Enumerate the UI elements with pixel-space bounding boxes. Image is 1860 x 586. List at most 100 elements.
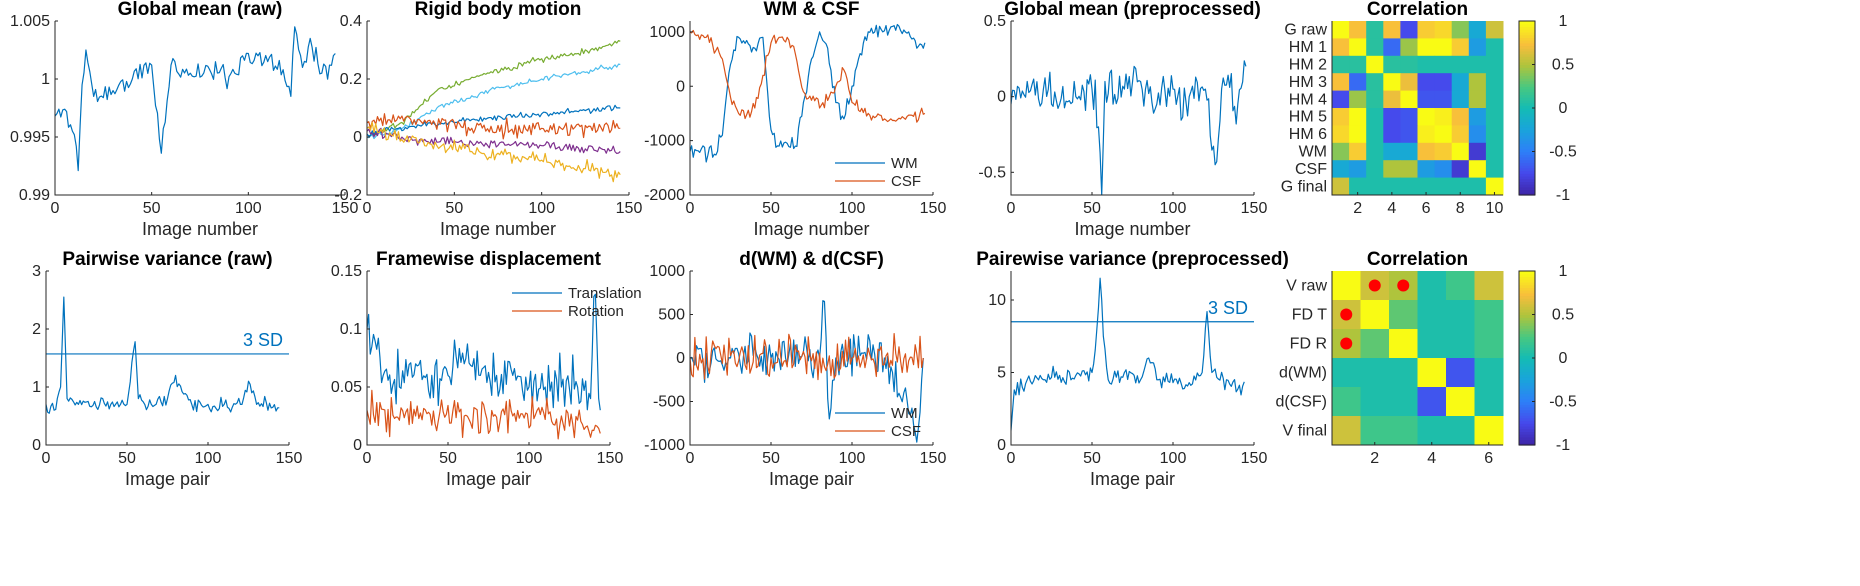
significance-marker [1397, 279, 1410, 292]
heatmap-cell [1417, 142, 1436, 161]
colorbar-step [1519, 333, 1535, 337]
heatmap-cell [1417, 271, 1447, 301]
heatmap-cell [1451, 108, 1470, 126]
heatmap-cells [1332, 271, 1504, 446]
colorbar-step [1519, 146, 1535, 150]
colorbar-step [1519, 178, 1535, 183]
colorbar-step [1519, 330, 1535, 335]
heatmap-cell [1360, 416, 1390, 446]
heatmap-cell [1360, 387, 1390, 417]
y-tick-label: 0.15 [331, 263, 362, 280]
colorbar-step [1519, 132, 1535, 136]
colorbar-tick-label: 0 [1559, 100, 1568, 117]
panel-title: WM & CSF [763, 0, 859, 20]
colorbar-step [1519, 80, 1535, 85]
heatmap-cell [1468, 108, 1487, 126]
heatmap-cell [1417, 38, 1436, 57]
heatmap-cell [1349, 55, 1367, 74]
colorbar-tick-label: -0.5 [1549, 144, 1577, 161]
colorbar-step [1519, 105, 1535, 109]
heatmap-cell [1383, 55, 1401, 74]
heatmap-cell [1417, 125, 1436, 144]
colorbar-step [1519, 116, 1535, 120]
colorbar-step [1519, 154, 1535, 158]
colorbar-step [1519, 398, 1535, 403]
colorbar-step [1519, 124, 1535, 128]
y-tick-label: -0.2 [334, 187, 362, 204]
threshold-label: 3 SD [243, 330, 283, 350]
x-tick-label: 100 [195, 450, 222, 467]
x-tick-label: 2 [1353, 200, 1362, 217]
y-tick-label: 0 [997, 89, 1006, 106]
heatmap-cell [1485, 125, 1504, 144]
heatmap-cell [1434, 21, 1453, 39]
colorbar-step [1519, 97, 1535, 101]
heatmap-cell [1366, 142, 1384, 161]
colorbar-step [1519, 137, 1535, 142]
row-label: FD T [1292, 307, 1327, 324]
colorbar-step [1519, 167, 1535, 172]
colorbar-step [1519, 102, 1535, 106]
colorbar-step [1519, 83, 1535, 87]
series-line-wm [690, 300, 924, 443]
colorbar-step [1519, 21, 1535, 25]
panel-global-mean-raw: Global mean (raw) 0 50 100 150 0.99 0.995 1 1.00… [10, 0, 358, 239]
colorbar-step [1519, 303, 1535, 307]
colorbar-step [1519, 420, 1535, 424]
x-axis-label: Image pair [1090, 469, 1175, 489]
heatmap-cell [1389, 387, 1418, 417]
panel-title: Pairwise variance (raw) [62, 249, 272, 270]
heatmap-cell [1389, 358, 1418, 388]
colorbar-step [1519, 276, 1535, 280]
heatmap-cell [1468, 55, 1487, 74]
colorbar-tick-label: 1 [1559, 263, 1568, 280]
colorbar-step [1519, 34, 1535, 38]
colorbar-step [1519, 382, 1535, 386]
x-tick-label: 0 [42, 450, 51, 467]
heatmap-cell [1332, 38, 1350, 57]
colorbar-step [1519, 165, 1535, 169]
x-tick-label: 0 [686, 450, 695, 467]
x-tick-label: 100 [1160, 200, 1187, 217]
heatmap-cell [1451, 160, 1470, 179]
colorbar-step [1519, 336, 1535, 340]
colorbar-step [1519, 148, 1535, 153]
heatmap-cell [1451, 142, 1470, 161]
heatmap-cell [1485, 142, 1504, 161]
heatmap-cell [1468, 142, 1487, 161]
y-tick-label: 1000 [649, 24, 685, 41]
y-tick-label: -1000 [644, 437, 685, 454]
heatmap-cell [1400, 125, 1418, 144]
heatmap-cell [1446, 358, 1475, 388]
colorbar-step [1519, 298, 1535, 302]
colorbar-step [1519, 69, 1535, 74]
colorbar-tick-label: 0.5 [1552, 307, 1574, 324]
panel-framewise-displacement: Framewise displacement 0 50 100 150 0 0.05 0.1 0… [331, 249, 642, 489]
heatmap-cell [1434, 73, 1453, 92]
x-axis-label: Image pair [125, 469, 210, 489]
colorbar-step [1519, 292, 1535, 297]
x-axis-label: Image number [440, 219, 556, 239]
heatmap-cell [1332, 387, 1361, 417]
heatmap-cell [1400, 142, 1418, 161]
series-line-rotation [367, 389, 601, 440]
x-tick-label: 100 [528, 200, 555, 217]
colorbar-step [1519, 300, 1535, 305]
colorbar-step [1519, 61, 1535, 66]
colorbar-step [1519, 181, 1535, 185]
row-label: d(WM) [1279, 365, 1327, 382]
colorbar-step [1519, 379, 1535, 384]
series-line-csf [690, 333, 924, 381]
heatmap-cell [1434, 38, 1453, 57]
heatmap-cell [1332, 358, 1361, 388]
colorbar-step [1519, 29, 1535, 33]
panel-correlation-bottom: Correlation V raw FD T FD R d(WM) d(CSF) V fin… [1275, 249, 1576, 467]
heatmap-cell [1332, 90, 1350, 109]
heatmap-cell [1349, 125, 1367, 144]
colorbar-step [1519, 325, 1535, 329]
heatmap-cell [1389, 416, 1418, 446]
x-tick-label: 6 [1422, 200, 1431, 217]
heatmap-cell [1383, 90, 1401, 109]
